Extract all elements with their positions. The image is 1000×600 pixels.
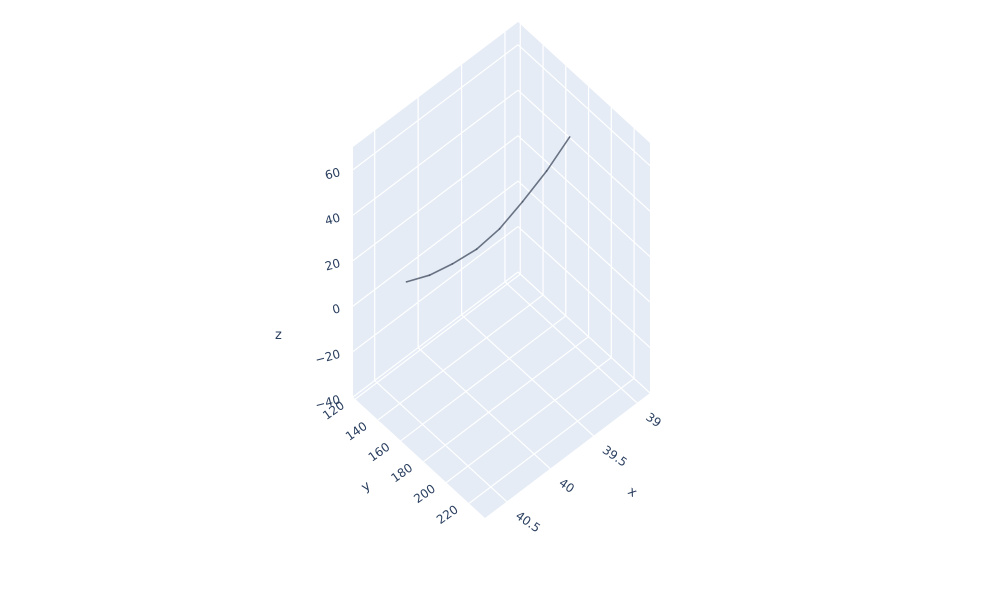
y-tick-label: 160: [366, 440, 393, 465]
grid-z-wall-y: [352, 44, 519, 171]
back-wall-x-pane: [518, 22, 650, 393]
grid-z-wall-y: [352, 89, 519, 216]
grid-x-floor: [461, 314, 594, 437]
z-axis-ticks: −40 −20 0 20 40 60: [314, 165, 342, 412]
y-tick-label: 200: [411, 482, 438, 507]
scene-panes: [353, 22, 650, 518]
grid-z-wall-x: [517, 135, 651, 258]
data-point: [498, 227, 501, 230]
grid-y-floor: [423, 336, 589, 463]
grid-z-wall-y: [352, 135, 519, 262]
data-point: [568, 136, 571, 138]
grid-z-wall-x: [517, 180, 651, 303]
grid-z-wall-x: [517, 271, 651, 394]
grid-z-wall-x: [517, 226, 651, 348]
z-tick-label: 40: [323, 211, 341, 228]
scene-gridlines: [352, 24, 651, 504]
grid-x-floor: [504, 281, 638, 404]
data-trace: [405, 136, 571, 283]
grid-x-floor: [417, 347, 551, 470]
grid-y-floor: [400, 315, 567, 442]
data-point: [405, 281, 408, 283]
series-line: [406, 136, 571, 283]
grid-z-wall-y: [352, 271, 519, 398]
x-tick-label: 40.5: [513, 509, 543, 536]
z-tick-label: −20: [314, 347, 342, 367]
y-tick-label: 140: [343, 419, 370, 444]
grid-z-wall-y: [352, 226, 519, 353]
data-point: [521, 200, 524, 203]
data-point: [475, 248, 478, 251]
x-tick-label: 39.5: [600, 443, 630, 470]
grid-y-floor: [377, 294, 544, 421]
x-axis-ticks: 39 39.5 40 40.5: [513, 410, 664, 535]
z-tick-label: −40: [314, 392, 342, 412]
data-point: [545, 170, 548, 172]
data-point: [451, 263, 454, 265]
grid-z-wall-x: [517, 89, 651, 212]
grid-z-wall-y: [352, 180, 519, 307]
z-tick-label: 0: [331, 301, 342, 317]
y-axis-title: y: [359, 478, 374, 495]
grid-x-floor: [374, 380, 508, 502]
z-axis-title: z: [275, 328, 282, 343]
grid-z-wall-x: [517, 44, 651, 167]
z-tick-label: 60: [323, 165, 341, 182]
data-point: [428, 274, 431, 277]
x-tick-label: 39: [643, 410, 664, 430]
floor-pane: [353, 272, 650, 518]
x-axis-title: x: [625, 484, 640, 501]
grid-y-floor: [445, 357, 612, 484]
z-tick-label: 20: [323, 256, 341, 273]
y-tick-label: 220: [434, 502, 461, 527]
y-tick-label: 180: [388, 461, 415, 486]
grid-y-floor: [468, 377, 635, 504]
grid-y-floor: [354, 273, 521, 400]
x-tick-label: 40: [556, 476, 577, 496]
